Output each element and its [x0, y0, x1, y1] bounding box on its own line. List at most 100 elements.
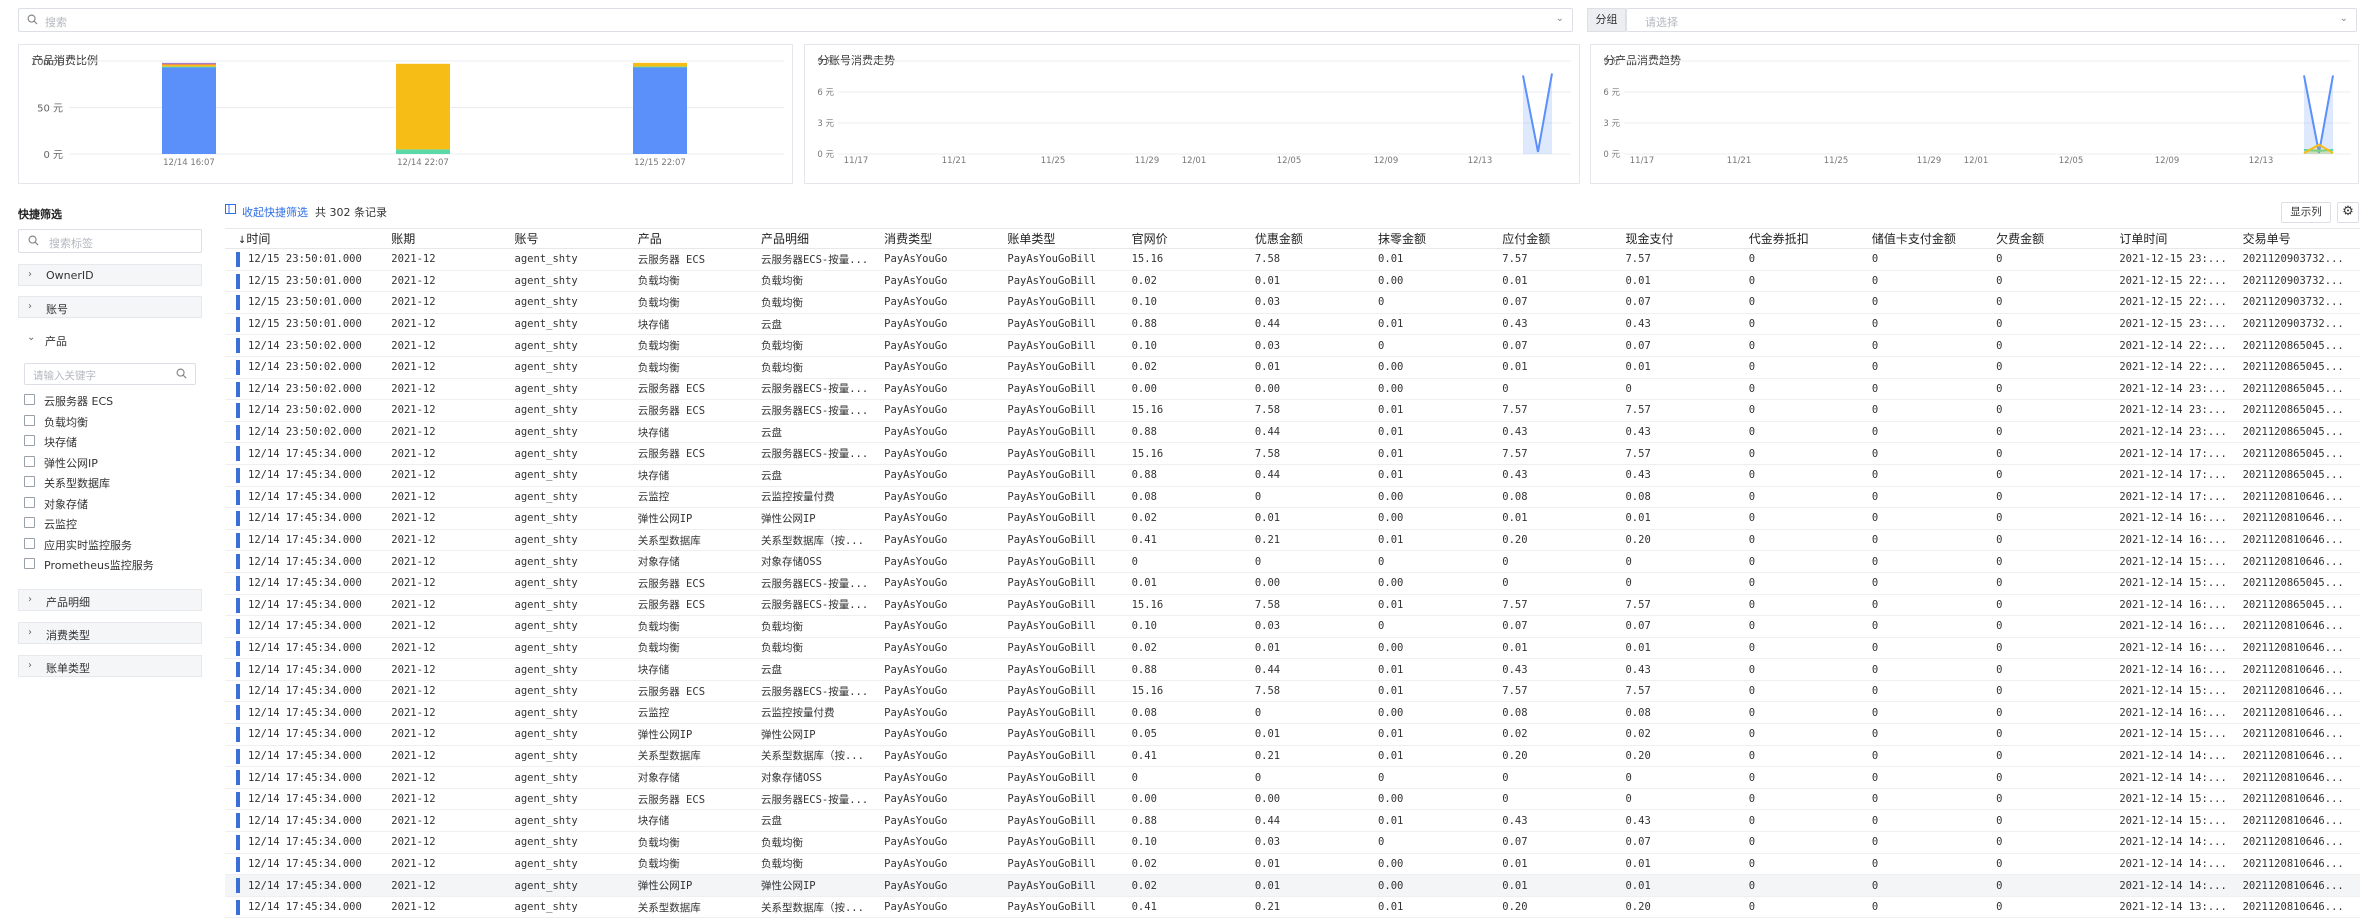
column-header[interactable]: 账期: [384, 228, 508, 249]
table-row[interactable]: 12/14 17:45:34.000 2021-12 agent_shty 对象存储 对…: [225, 550, 2360, 573]
table-row[interactable]: 12/14 17:45:34.000 2021-12 agent_shty 云服务器 …: [225, 442, 2360, 465]
table-row[interactable]: 12/14 17:45:34.000 2021-12 agent_shty 块存储 云盘…: [225, 658, 2360, 681]
column-header[interactable]: 优惠金额: [1247, 228, 1372, 249]
cell-value: 0: [1996, 901, 2003, 914]
filter-group-consume-type[interactable]: › 消费类型: [18, 622, 202, 644]
table-row[interactable]: 12/14 17:45:34.000 2021-12 agent_shty 关系型数据…: [225, 529, 2360, 552]
table-row[interactable]: 12/15 23:50:01.000 2021-12 agent_shty 负载均衡 负…: [225, 270, 2360, 293]
checkbox-box[interactable]: [24, 414, 35, 426]
checkbox-box[interactable]: [24, 517, 35, 528]
settings-gear-icon[interactable]: ⚙: [2337, 202, 2359, 223]
column-header[interactable]: 账号: [507, 228, 631, 249]
checkbox-box[interactable]: [24, 496, 35, 508]
table-row[interactable]: 12/14 17:45:34.000 2021-12 agent_shty 云监控 云监…: [225, 486, 2360, 509]
series-line[interactable]: [2303, 143, 2334, 154]
column-header[interactable]: 代金券抵扣: [1741, 228, 1865, 249]
filter-group-ownerid[interactable]: › OwnerID: [18, 264, 202, 286]
bar-segment[interactable]: [633, 66, 687, 68]
table-cell: PayAsYouGo: [877, 594, 1001, 617]
column-header[interactable]: 产品: [630, 228, 754, 249]
tag-search-input[interactable]: 搜索标签: [18, 229, 202, 253]
table-cell: 0.01: [1371, 313, 1496, 336]
table-row[interactable]: 12/14 17:45:34.000 2021-12 agent_shty 块存储 云盘…: [225, 464, 2360, 487]
table-row[interactable]: 12/14 17:45:34.000 2021-12 agent_shty 对象存储 对…: [225, 766, 2360, 789]
bar-segment[interactable]: [162, 64, 216, 67]
table-row[interactable]: 12/14 17:45:34.000 2021-12 agent_shty 云服务器 …: [225, 594, 2360, 617]
group-select[interactable]: 请选择 ⌄: [1626, 8, 2357, 32]
bar-segment[interactable]: [162, 63, 216, 65]
checkbox-box[interactable]: [24, 537, 35, 549]
table-row[interactable]: 12/15 23:50:01.000 2021-12 agent_shty 负载均衡 负…: [225, 291, 2360, 314]
cell-value: 0: [1871, 555, 1879, 568]
column-header[interactable]: 官网价: [1124, 228, 1248, 249]
column-header[interactable]: 储值卡支付金额: [1864, 228, 1990, 249]
table-row[interactable]: 12/14 17:45:34.000 2021-12 agent_shty 弹性公网I…: [225, 874, 2360, 897]
column-header[interactable]: 应付金额: [1495, 228, 1619, 249]
column-header[interactable]: 订单时间: [2112, 228, 2236, 249]
table-row[interactable]: 12/14 17:45:34.000 2021-12 agent_shty 负载均衡 负…: [225, 853, 2360, 876]
checkbox-box[interactable]: [24, 476, 35, 487]
table-row[interactable]: 12/14 17:45:34.000 2021-12 agent_shty 弹性公网I…: [225, 507, 2360, 530]
table-row[interactable]: 12/14 17:45:34.000 2021-12 agent_shty 弹性公网I…: [225, 723, 2360, 746]
series-line[interactable]: [1522, 73, 1553, 153]
series-line[interactable]: [2303, 75, 2334, 154]
filter-group-product[interactable]: ⌄ 产品: [18, 329, 202, 351]
table-row[interactable]: 12/15 23:50:01.000 2021-12 agent_shty 块存储 云盘…: [225, 313, 2360, 336]
filter-group-product-detail[interactable]: › 产品明细: [18, 589, 202, 611]
column-header[interactable]: 交易单号: [2235, 228, 2360, 249]
collapse-icon[interactable]: [225, 204, 236, 217]
show-columns-button[interactable]: 显示列: [2281, 202, 2331, 223]
cell-value: 2021-12-14 23:...: [2119, 426, 2227, 439]
table-row[interactable]: 12/14 17:45:34.000 2021-12 agent_shty 关系型数据…: [225, 896, 2360, 918]
cell-value: 0: [1996, 253, 2003, 266]
bar-segment[interactable]: [633, 62, 687, 67]
table-row[interactable]: 12/14 17:45:34.000 2021-12 agent_shty 关系型数据…: [225, 745, 2360, 768]
checkbox-box[interactable]: [24, 558, 35, 569]
table-row[interactable]: 12/14 17:45:34.000 2021-12 agent_shty 负载均衡 负…: [225, 637, 2360, 660]
column-header[interactable]: ↓时间: [225, 228, 385, 249]
table-row[interactable]: 12/14 23:50:02.000 2021-12 agent_shty 负载均衡 负…: [225, 334, 2360, 357]
table-cell: 12/14 23:50:02.000: [225, 399, 385, 422]
table-row[interactable]: 12/15 23:50:01.000 2021-12 agent_shty 云服务器 …: [225, 248, 2360, 271]
bar-segment[interactable]: [162, 67, 216, 154]
column-header[interactable]: 现金支付: [1618, 228, 1742, 249]
cell-value: 0.01: [1131, 577, 1157, 590]
cell-value: 0: [1748, 879, 1756, 892]
keyword-input[interactable]: 请输入关键字: [24, 363, 196, 385]
bar-segment[interactable]: [162, 62, 216, 64]
bar-segment[interactable]: [396, 63, 450, 150]
table-cell: 0.01: [1247, 874, 1372, 897]
bar-segment[interactable]: [633, 67, 687, 154]
table-row[interactable]: 12/14 17:45:34.000 2021-12 agent_shty 块存储 云盘…: [225, 809, 2360, 833]
table-row[interactable]: 12/14 17:45:34.000 2021-12 agent_shty 云监控 云监…: [225, 701, 2360, 725]
column-header[interactable]: 欠费金额: [1989, 228, 2113, 249]
table-row[interactable]: 12/14 17:45:34.000 2021-12 agent_shty 云服务器 …: [225, 680, 2360, 703]
checkbox-box[interactable]: [24, 435, 35, 446]
column-header[interactable]: 消费类型: [877, 228, 1001, 249]
checkbox-box[interactable]: [24, 455, 35, 467]
column-header[interactable]: 账单类型: [1000, 228, 1125, 249]
table-cell: 2021120865045...: [2235, 594, 2360, 617]
table-row[interactable]: 12/14 17:45:34.000 2021-12 agent_shty 云服务器 …: [225, 788, 2360, 811]
table-cell: 0: [1741, 421, 1865, 444]
cell-value: 0: [1378, 836, 1385, 849]
table-row[interactable]: 12/14 23:50:02.000 2021-12 agent_shty 负载均衡 负…: [225, 356, 2360, 379]
table-cell: 2021-12-15 22:...: [2112, 291, 2236, 314]
filter-group-account[interactable]: › 账号: [18, 296, 202, 318]
table-row[interactable]: 12/14 17:45:34.000 2021-12 agent_shty 负载均衡 负…: [225, 831, 2360, 854]
bar-segment[interactable]: [396, 149, 450, 154]
checkbox-box[interactable]: [24, 394, 35, 405]
filter-group-bill-type[interactable]: › 账单类型: [18, 655, 202, 677]
column-header[interactable]: 产品明细: [753, 228, 878, 249]
table-row[interactable]: 12/14 17:45:34.000 2021-12 agent_shty 云服务器 …: [225, 572, 2360, 595]
collapse-quick-filter-link[interactable]: 收起快捷筛选: [242, 206, 308, 219]
search-bar[interactable]: 搜索 ⌄: [18, 8, 1573, 32]
bar-segment[interactable]: [162, 66, 216, 68]
table-row[interactable]: 12/14 17:45:34.000 2021-12 agent_shty 负载均衡 负…: [225, 615, 2360, 638]
table-row[interactable]: 12/14 23:50:02.000 2021-12 agent_shty 块存储 云盘…: [225, 421, 2360, 444]
table-cell: 0.10: [1124, 334, 1248, 357]
table-row[interactable]: 12/14 23:50:02.000 2021-12 agent_shty 云服务器 …: [225, 399, 2360, 422]
table-row[interactable]: 12/14 23:50:02.000 2021-12 agent_shty 云服务器 …: [225, 378, 2360, 401]
column-header[interactable]: 抹零金额: [1371, 228, 1496, 249]
sort-desc-icon[interactable]: ↓: [238, 235, 247, 246]
